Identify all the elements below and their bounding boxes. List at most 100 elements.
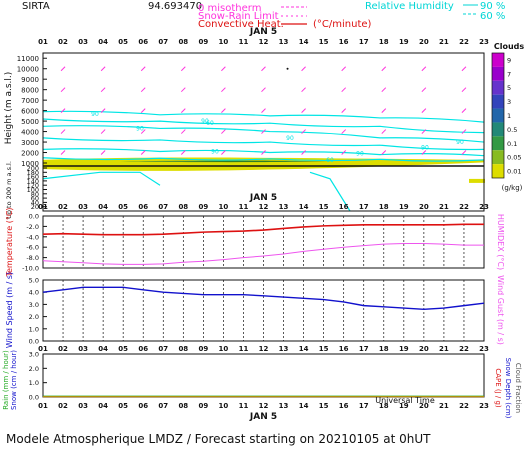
low-height-tick-label: 120 bbox=[27, 182, 39, 190]
hour-label-bottom-03: 03 bbox=[78, 402, 88, 410]
snow-depth-axis-label: Snow Depth (cm) bbox=[504, 358, 512, 419]
rh-contour-label: 90 bbox=[421, 144, 429, 151]
hour-label-mid-17: 17 bbox=[359, 203, 369, 211]
wind-barb bbox=[261, 66, 266, 72]
wind-tick-label: 2.0 bbox=[29, 313, 39, 321]
colorbar-swatch bbox=[492, 80, 504, 95]
wind-barb bbox=[100, 87, 106, 93]
temperature-tick-label: -6.0 bbox=[26, 244, 39, 252]
wind-barb bbox=[301, 66, 306, 72]
wind-barb bbox=[421, 129, 427, 134]
hour-label-low-05: 05 bbox=[118, 345, 128, 353]
hour-label-low-11: 11 bbox=[239, 345, 249, 353]
hour-label-bottom-06: 06 bbox=[138, 402, 148, 410]
hour-label-mid-08: 08 bbox=[178, 203, 188, 211]
date-label-top: JAN 5 bbox=[249, 27, 277, 37]
legend-snow-limit: Snow-Rain Limit bbox=[198, 11, 279, 22]
low-height-tick-label: 20 bbox=[31, 203, 39, 211]
hour-label-mid-14: 14 bbox=[299, 203, 309, 211]
x-axis-title: Universal Time bbox=[375, 396, 435, 405]
hour-label-low-16: 16 bbox=[339, 345, 349, 353]
wind-barb bbox=[301, 129, 306, 134]
wind-barb bbox=[140, 129, 146, 134]
hour-label-low-20: 20 bbox=[419, 345, 429, 353]
hour-label-top-11: 11 bbox=[239, 38, 249, 46]
wind-barb bbox=[461, 108, 467, 113]
wind-tick-label: 3.0 bbox=[29, 301, 39, 309]
hour-label-top-04: 04 bbox=[98, 38, 108, 46]
wind-barb bbox=[421, 150, 427, 155]
low-height-tick-label: 160 bbox=[27, 173, 39, 181]
hour-label-low-09: 09 bbox=[198, 345, 208, 353]
height-tick-label: 11000 bbox=[17, 55, 39, 63]
hour-label-top-08: 08 bbox=[178, 38, 188, 46]
rh-contour-label: 90 bbox=[456, 139, 464, 146]
hour-label-low-17: 17 bbox=[359, 345, 369, 353]
station-label: SIRTA bbox=[22, 1, 50, 12]
wind-barb bbox=[461, 66, 467, 72]
wind-barb bbox=[341, 66, 347, 72]
colorbar-swatch bbox=[492, 108, 504, 123]
hour-label-mid-03: 03 bbox=[78, 203, 88, 211]
height-tick-label: 4000 bbox=[21, 129, 39, 137]
colorbar-title: Clouds bbox=[494, 42, 525, 51]
wind-barb bbox=[261, 129, 266, 134]
rh-contour-label: 90 bbox=[286, 135, 294, 142]
isotherm-marker bbox=[286, 67, 289, 70]
colorbar-swatch bbox=[492, 150, 504, 165]
wind-barb bbox=[261, 87, 266, 93]
hour-label-mid-02: 02 bbox=[58, 203, 68, 211]
wind-barb bbox=[221, 108, 226, 113]
rh-contour-1 bbox=[42, 118, 485, 134]
height-tick-label: 10000 bbox=[17, 66, 39, 74]
wind-barb bbox=[301, 150, 306, 155]
hour-label-low-12: 12 bbox=[259, 345, 269, 353]
wind-barb bbox=[60, 87, 66, 93]
hour-label-low-07: 07 bbox=[158, 345, 168, 353]
precip-tick-label: 3.0 bbox=[29, 351, 39, 359]
wind-barb bbox=[261, 150, 266, 155]
wind-barb bbox=[100, 150, 106, 155]
precip-tick-label: 2.0 bbox=[29, 365, 39, 373]
legend-isotherm: 0 misotherm bbox=[198, 3, 261, 14]
wind-barb bbox=[221, 150, 226, 155]
wind-barb bbox=[341, 129, 347, 134]
hour-label-low-21: 21 bbox=[439, 345, 449, 353]
hour-label-top-17: 17 bbox=[359, 38, 369, 46]
wind-barb bbox=[100, 129, 106, 134]
wind-barb bbox=[341, 87, 347, 93]
wind-barb bbox=[100, 108, 106, 113]
hour-label-bottom-23: 23 bbox=[479, 402, 489, 410]
hour-label-low-01: 01 bbox=[38, 345, 48, 353]
hour-label-mid-04: 04 bbox=[98, 203, 108, 211]
height-tick-label: 2000 bbox=[21, 150, 39, 158]
hour-label-bottom-09: 09 bbox=[198, 402, 208, 410]
hour-label-mid-05: 05 bbox=[118, 203, 128, 211]
hour-label-bottom-10: 10 bbox=[219, 402, 229, 410]
panel-1-frame bbox=[42, 52, 485, 212]
hour-label-mid-16: 16 bbox=[339, 203, 349, 211]
rh-contour-label: 90 bbox=[211, 148, 219, 155]
wind-barb bbox=[180, 150, 186, 155]
hour-label-low-22: 22 bbox=[459, 345, 469, 353]
height-tick-label: 8000 bbox=[21, 87, 39, 95]
panel-4-frame bbox=[42, 353, 485, 398]
hour-label-bottom-13: 13 bbox=[279, 402, 289, 410]
height-tick-label: 1000 bbox=[21, 160, 39, 168]
series-line-humidex bbox=[42, 243, 484, 265]
rh-contour-label: 90 bbox=[201, 118, 209, 125]
hour-label-bottom-11: 11 bbox=[239, 402, 249, 410]
hour-label-top-05: 05 bbox=[118, 38, 128, 46]
hour-label-top-16: 16 bbox=[339, 38, 349, 46]
hour-label-bottom-19: 19 bbox=[399, 402, 409, 410]
colorbar-tick-label: 1 bbox=[507, 112, 511, 120]
colorbar-tick-label: 9 bbox=[507, 56, 511, 64]
wind-barb bbox=[60, 66, 66, 72]
hour-label-bottom-18: 18 bbox=[379, 402, 389, 410]
wind-barb bbox=[221, 66, 226, 72]
hour-label-bottom-05: 05 bbox=[118, 402, 128, 410]
hour-label-bottom-02: 02 bbox=[58, 402, 68, 410]
colorbar-swatch bbox=[492, 122, 504, 137]
wind-barb bbox=[180, 108, 186, 113]
